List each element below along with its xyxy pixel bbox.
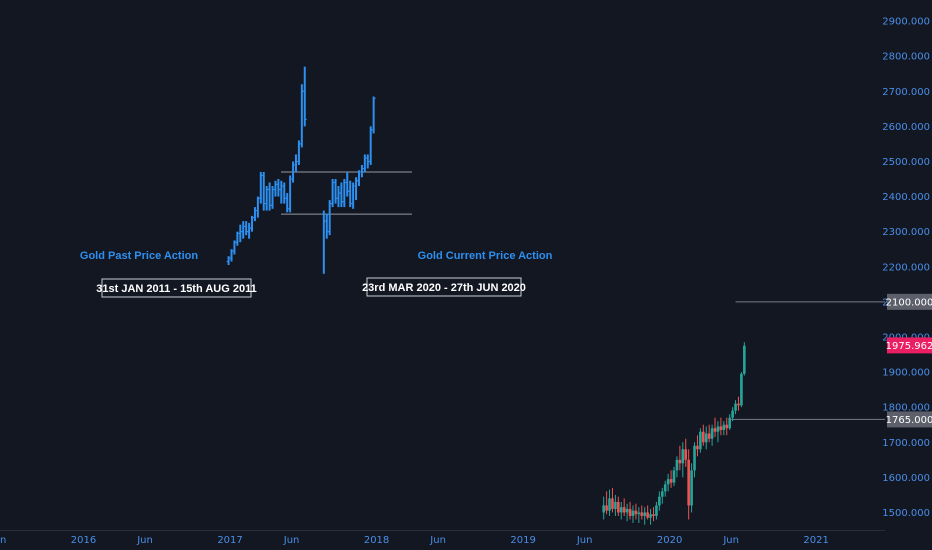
candle-body: [734, 403, 737, 411]
x-tick-label: 2017: [217, 535, 242, 546]
candle-body: [658, 496, 661, 506]
past-price-action-bars: [226, 66, 307, 265]
y-tick-label: 1800.000: [882, 403, 930, 414]
y-tick-label: 2600.000: [882, 122, 930, 133]
candle-body: [625, 508, 629, 513]
candle-body: [731, 410, 734, 418]
candle-body: [693, 445, 696, 471]
candle-body: [614, 501, 617, 509]
candle-body: [681, 449, 685, 464]
candle-body: [602, 505, 605, 513]
x-tick-label: Jun: [0, 535, 6, 546]
y-tick-label: 1900.000: [882, 368, 930, 379]
x-tick-label: Jun: [429, 535, 446, 546]
candle-body: [710, 428, 714, 439]
candle-body: [719, 426, 723, 430]
x-tick-label: 2021: [803, 535, 828, 546]
candle-body: [716, 426, 720, 432]
x-tick-label: Jun: [136, 535, 153, 546]
candle-body: [707, 433, 711, 439]
price-badges: 2100.000 1765.000 1975.962: [886, 293, 932, 428]
x-tick-label: 2019: [510, 535, 535, 546]
x-axis[interactable]: Jun 2016 Jun 2017 Jun 2018 Jun 2019 Jun 2020 Jun 20…: [0, 530, 885, 547]
candle-body: [640, 512, 644, 516]
current-price-action-bars: [321, 96, 376, 274]
candle-body: [687, 459, 690, 506]
y-tick-label: 2700.000: [882, 87, 930, 98]
candle-body: [628, 508, 632, 516]
candle-body: [637, 512, 641, 515]
y-tick-label: 2500.000: [882, 157, 930, 168]
x-tick-label: Jun: [722, 535, 739, 546]
price-badge: [887, 337, 932, 354]
candle-body: [684, 449, 688, 460]
current-dates-box: [366, 277, 522, 297]
past-price-action-label: Gold Past Price Action: [80, 250, 198, 262]
candle-body: [622, 507, 626, 513]
price-badge-label: 1765.000: [886, 415, 932, 426]
candle-body: [669, 479, 673, 483]
candle-body: [643, 512, 647, 516]
y-tick-label: 1600.000: [882, 473, 930, 484]
candle-body: [722, 424, 726, 430]
y-tick-label: 1700.000: [882, 438, 930, 449]
candle-body: [672, 470, 676, 483]
candle-body: [605, 505, 608, 511]
past-dates-box: [101, 278, 252, 298]
price-badge: [887, 293, 932, 310]
candle-body: [690, 470, 693, 506]
candle-body: [702, 431, 705, 443]
candle-body: [646, 512, 649, 518]
x-tick-label: Jun: [283, 535, 300, 546]
candle-body: [740, 373, 743, 406]
candle-body: [675, 459, 679, 471]
candle-body: [737, 403, 740, 406]
current-price-action-label: Gold Current Price Action: [418, 250, 553, 262]
candle-body: [608, 498, 611, 511]
candle-body: [725, 424, 729, 429]
x-tick-label: 2018: [364, 535, 389, 546]
candle-body: [663, 484, 667, 492]
candle-body: [655, 505, 658, 516]
price-badge-label: 1975.962: [886, 341, 932, 352]
candle-body: [696, 445, 699, 450]
gold-candles: [602, 342, 746, 525]
candle-body: [743, 345, 746, 374]
candle-body: [660, 491, 664, 497]
candle-body: [652, 514, 655, 516]
y-tick-label: 1500.000: [882, 508, 930, 519]
current-dates-text: 23rd MAR 2020 - 27th JUN 2020: [362, 282, 526, 294]
annotations: Gold Past Price Action 31st JAN 2011 - 1…: [80, 250, 553, 298]
y-tick-label: 2400.000: [882, 192, 930, 203]
y-tick-label: 2300.000: [882, 227, 930, 238]
price-badge-label: 2100.000: [886, 297, 932, 308]
candle-body: [611, 498, 614, 509]
candle-body: [634, 510, 638, 515]
candle-body: [728, 417, 731, 429]
price-badge: [887, 411, 932, 428]
y-tick-label: 2800.000: [882, 52, 930, 63]
candle-body: [699, 431, 702, 450]
y-tick-label: 2200.000: [882, 262, 930, 273]
candle-body: [619, 507, 623, 513]
x-tick-label: 2016: [71, 535, 96, 546]
x-tick-label: Jun: [576, 535, 593, 546]
candle-body: [617, 501, 620, 513]
candle-body: [678, 459, 682, 464]
candle-body: [631, 510, 635, 516]
y-axis[interactable]: 2900.000 2800.000 2700.000 2600.000 2500.000…: [882, 17, 930, 519]
price-level-lines: [731, 301, 885, 420]
past-dates-text: 31st JAN 2011 - 15th AUG 2011: [96, 283, 256, 295]
candle-body: [649, 514, 652, 518]
x-tick-label: 2020: [657, 535, 682, 546]
y-tick-label: 2900.000: [882, 17, 930, 28]
candle-body: [713, 428, 717, 432]
candle-body: [704, 433, 708, 443]
candle-body: [666, 479, 670, 485]
